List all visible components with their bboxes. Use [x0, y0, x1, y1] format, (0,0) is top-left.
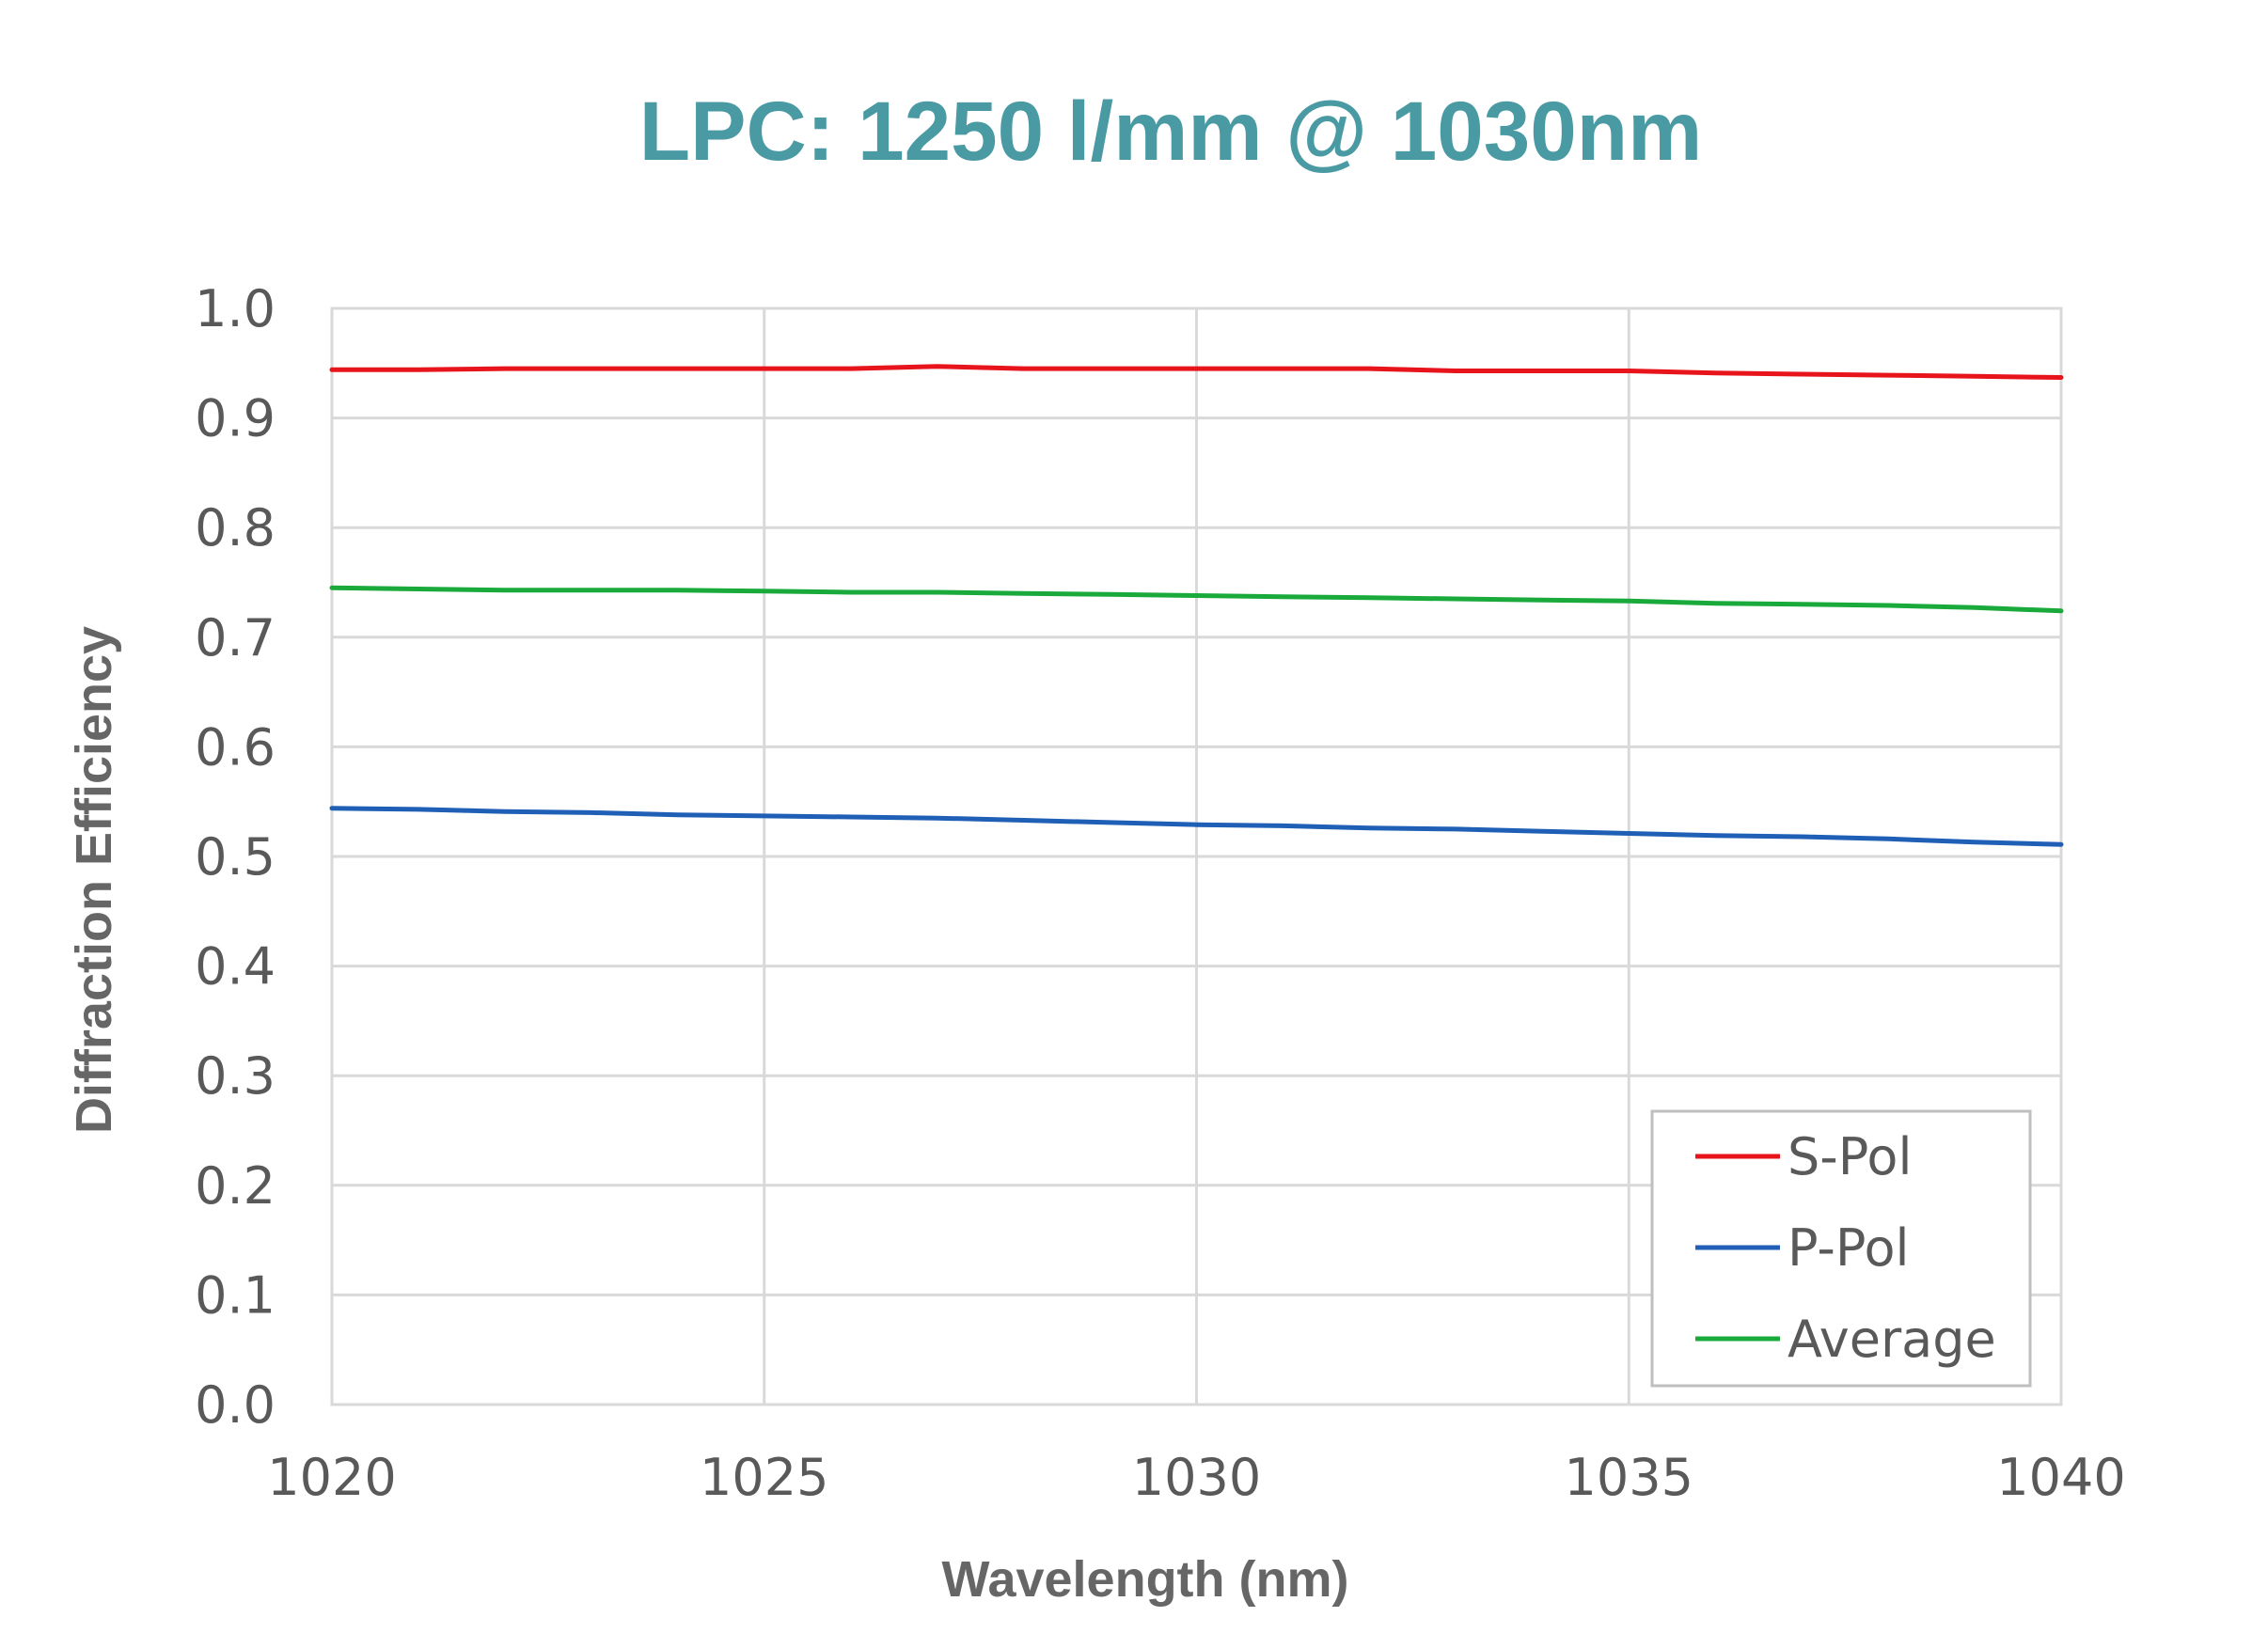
- x-tick-label: 1020: [267, 1448, 396, 1507]
- legend-label-s-pol: S-Pol: [1788, 1127, 1912, 1186]
- y-tick-label: 0.1: [195, 1265, 276, 1325]
- y-tick-label: 0.7: [195, 608, 276, 667]
- y-tick-label: 0.6: [195, 717, 276, 777]
- y-axis-title: Diffraction Efficiency: [66, 626, 122, 1134]
- y-tick-label: 0.0: [195, 1375, 276, 1435]
- plot-area-border: [330, 306, 2063, 1406]
- legend: S-Pol P-Pol Average: [1650, 1109, 2032, 1388]
- chart-title: LPC: 1250 l/mm @ 1030nm: [639, 84, 1703, 178]
- y-axis-ticks: 0.0 0.1 0.2 0.3 0.4 0.5 0.6 0.7 0.8 0.9 1.0: [195, 279, 276, 1435]
- y-tick-label: 0.3: [195, 1046, 276, 1106]
- x-tick-label: 1040: [1996, 1448, 2125, 1507]
- y-tick-label: 0.4: [195, 937, 276, 997]
- series-group: [329, 364, 2064, 847]
- legend-items: S-Pol P-Pol Average: [1695, 1127, 1996, 1369]
- x-tick-label: 1025: [700, 1448, 828, 1507]
- series-line-p-pol: [329, 806, 2064, 847]
- series-line-average: [329, 585, 2064, 614]
- y-tick-label: 0.8: [195, 498, 276, 557]
- y-tick-label: 0.9: [195, 389, 276, 448]
- legend-label-p-pol: P-Pol: [1788, 1218, 1910, 1278]
- x-tick-label: 1030: [1132, 1448, 1261, 1507]
- x-axis-title: Wavelength (nm): [941, 1551, 1348, 1608]
- y-tick-label: 0.2: [195, 1156, 276, 1216]
- y-tick-label: 1.0: [195, 279, 276, 338]
- x-tick-label: 1035: [1565, 1448, 1693, 1507]
- y-tick-label: 0.5: [195, 827, 276, 887]
- series-line-s-pol: [329, 364, 2064, 380]
- legend-label-average: Average: [1788, 1310, 1996, 1369]
- x-axis-ticks: 1020 1025 1030 1035 1040: [267, 1448, 2125, 1507]
